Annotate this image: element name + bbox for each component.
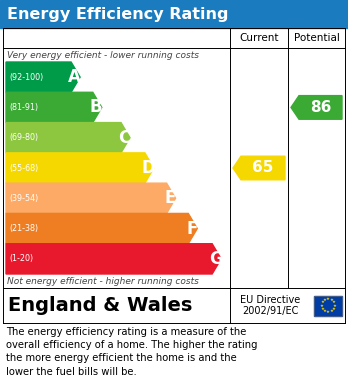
Text: Not energy efficient - higher running costs: Not energy efficient - higher running co… bbox=[7, 276, 199, 285]
Text: F: F bbox=[186, 220, 197, 238]
Text: EU Directive
2002/91/EC: EU Directive 2002/91/EC bbox=[240, 295, 300, 316]
Text: (55-68): (55-68) bbox=[9, 163, 38, 172]
Text: ★: ★ bbox=[323, 298, 327, 302]
Text: ★: ★ bbox=[323, 309, 327, 313]
Bar bbox=[0, 0, 348, 28]
Text: (92-100): (92-100) bbox=[9, 73, 43, 82]
Text: ★: ★ bbox=[329, 309, 333, 313]
Polygon shape bbox=[6, 92, 102, 122]
Polygon shape bbox=[6, 244, 221, 274]
Text: ★: ★ bbox=[332, 307, 336, 311]
Polygon shape bbox=[6, 153, 154, 183]
Text: ★: ★ bbox=[321, 300, 324, 304]
Text: Very energy efficient - lower running costs: Very energy efficient - lower running co… bbox=[7, 50, 199, 59]
Text: (69-80): (69-80) bbox=[9, 133, 38, 142]
Polygon shape bbox=[291, 96, 342, 119]
Polygon shape bbox=[6, 62, 80, 92]
Bar bbox=[314, 296, 342, 316]
Text: (81-91): (81-91) bbox=[9, 103, 38, 112]
Text: 65: 65 bbox=[252, 160, 274, 176]
Text: England & Wales: England & Wales bbox=[8, 296, 192, 315]
Text: D: D bbox=[142, 159, 155, 177]
Text: A: A bbox=[68, 68, 81, 86]
Text: ★: ★ bbox=[319, 303, 323, 307]
Text: ★: ★ bbox=[329, 298, 333, 302]
Text: The energy efficiency rating is a measure of the
overall efficiency of a home. T: The energy efficiency rating is a measur… bbox=[6, 327, 258, 377]
Text: Potential: Potential bbox=[294, 33, 339, 43]
Text: (21-38): (21-38) bbox=[9, 224, 38, 233]
Text: (39-54): (39-54) bbox=[9, 194, 38, 203]
Text: Current: Current bbox=[239, 33, 279, 43]
Text: ★: ★ bbox=[321, 307, 324, 311]
Text: 86: 86 bbox=[310, 100, 331, 115]
Text: C: C bbox=[118, 129, 130, 147]
Text: Energy Efficiency Rating: Energy Efficiency Rating bbox=[7, 7, 229, 22]
Text: (1-20): (1-20) bbox=[9, 255, 33, 264]
Text: E: E bbox=[164, 189, 176, 207]
Text: G: G bbox=[209, 250, 222, 268]
Polygon shape bbox=[6, 122, 130, 153]
Text: ★: ★ bbox=[333, 303, 337, 307]
Text: B: B bbox=[90, 99, 103, 117]
Text: ★: ★ bbox=[332, 300, 336, 304]
Polygon shape bbox=[6, 213, 197, 244]
Text: ★: ★ bbox=[326, 310, 330, 314]
Polygon shape bbox=[6, 183, 176, 213]
Polygon shape bbox=[233, 156, 285, 180]
Bar bbox=[314, 296, 342, 316]
Text: ★: ★ bbox=[326, 297, 330, 301]
